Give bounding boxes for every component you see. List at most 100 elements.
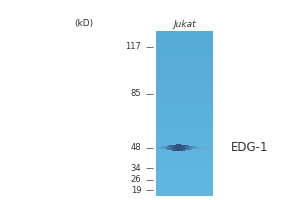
Bar: [156, 93, 213, 95]
Bar: [156, 72, 213, 74]
Bar: [212, 147, 213, 149]
Bar: [160, 146, 161, 149]
Bar: [184, 145, 185, 151]
Bar: [156, 101, 213, 103]
Bar: [158, 147, 159, 149]
Bar: [156, 70, 213, 72]
Bar: [156, 124, 213, 126]
Bar: [202, 147, 203, 149]
Bar: [156, 120, 213, 122]
Bar: [156, 128, 213, 130]
Bar: [156, 161, 213, 163]
Bar: [166, 146, 167, 150]
Bar: [198, 146, 199, 149]
Bar: [204, 147, 205, 149]
Bar: [188, 145, 189, 150]
Bar: [202, 147, 204, 149]
Bar: [201, 147, 202, 149]
Bar: [156, 66, 213, 68]
Bar: [156, 151, 213, 153]
Bar: [156, 91, 213, 93]
Bar: [156, 165, 213, 167]
Bar: [169, 145, 170, 150]
Bar: [179, 144, 180, 151]
Bar: [196, 146, 197, 149]
Bar: [157, 147, 158, 149]
Bar: [156, 86, 213, 89]
Bar: [156, 177, 213, 179]
Text: EDG-1: EDG-1: [231, 141, 268, 154]
Bar: [185, 145, 186, 150]
Bar: [175, 145, 176, 151]
Bar: [156, 163, 213, 165]
Bar: [169, 145, 170, 150]
Bar: [206, 147, 208, 149]
Bar: [156, 159, 213, 161]
Bar: [156, 138, 213, 140]
Bar: [180, 144, 181, 151]
Bar: [156, 43, 213, 45]
Bar: [209, 147, 210, 149]
Text: 117: 117: [125, 42, 141, 51]
Bar: [156, 142, 213, 144]
Bar: [156, 74, 213, 76]
Bar: [156, 55, 213, 58]
Bar: [160, 146, 162, 149]
Bar: [170, 145, 171, 150]
Text: 85: 85: [131, 89, 141, 98]
Bar: [172, 145, 173, 151]
Bar: [182, 145, 183, 151]
Bar: [156, 194, 213, 196]
Bar: [156, 51, 213, 53]
Bar: [156, 171, 213, 173]
Bar: [156, 37, 213, 39]
Bar: [156, 49, 213, 51]
Bar: [156, 39, 213, 41]
Bar: [156, 190, 213, 192]
Bar: [156, 144, 213, 146]
Bar: [156, 82, 213, 84]
Bar: [156, 35, 213, 37]
Bar: [167, 146, 169, 150]
Bar: [156, 89, 213, 91]
Bar: [156, 192, 213, 194]
Bar: [156, 148, 213, 151]
Bar: [156, 31, 213, 33]
Text: 48: 48: [131, 143, 141, 152]
Bar: [156, 179, 213, 182]
Bar: [156, 167, 213, 169]
Bar: [176, 144, 177, 151]
Bar: [174, 145, 175, 151]
Bar: [156, 111, 213, 113]
Bar: [189, 146, 190, 150]
Bar: [156, 103, 213, 105]
Bar: [156, 182, 213, 184]
Bar: [156, 99, 213, 101]
Bar: [162, 146, 163, 149]
Bar: [156, 136, 213, 138]
Text: (kD): (kD): [74, 19, 93, 28]
Bar: [200, 147, 201, 149]
Bar: [156, 107, 213, 109]
Text: 26: 26: [131, 175, 141, 184]
Bar: [197, 146, 198, 149]
Bar: [156, 132, 213, 134]
Bar: [156, 186, 213, 188]
Bar: [156, 95, 213, 97]
Bar: [156, 60, 213, 62]
Bar: [178, 144, 179, 151]
Bar: [156, 126, 213, 128]
Bar: [191, 146, 192, 150]
Bar: [156, 157, 213, 159]
Bar: [156, 47, 213, 49]
Bar: [156, 80, 213, 82]
Bar: [156, 109, 213, 111]
Bar: [163, 146, 164, 149]
Bar: [156, 78, 213, 80]
Bar: [156, 105, 213, 107]
Bar: [199, 147, 200, 149]
Bar: [156, 122, 213, 124]
Bar: [156, 173, 213, 175]
Bar: [156, 184, 213, 186]
Text: 19: 19: [131, 186, 141, 195]
